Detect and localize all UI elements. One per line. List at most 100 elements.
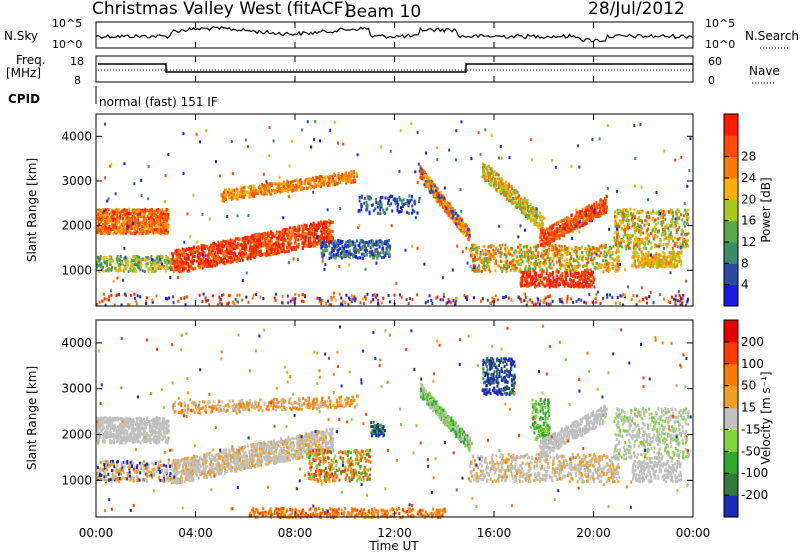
power-cell bbox=[481, 175, 484, 179]
power-cell bbox=[465, 224, 468, 228]
power-cell bbox=[228, 239, 230, 243]
power-cell bbox=[487, 264, 490, 268]
power-cell bbox=[275, 247, 278, 251]
power-cell bbox=[113, 223, 116, 227]
power-cell bbox=[478, 267, 481, 270]
power-cell bbox=[413, 210, 416, 214]
power-cell bbox=[576, 216, 579, 220]
power-cell bbox=[609, 254, 612, 258]
power-cell bbox=[513, 200, 515, 204]
power-cell bbox=[120, 261, 123, 265]
power-cell bbox=[191, 259, 194, 263]
power-cell bbox=[141, 208, 144, 212]
power-cell bbox=[339, 247, 342, 250]
power-cell bbox=[586, 285, 589, 289]
power-cell bbox=[321, 248, 324, 252]
power-cell bbox=[407, 203, 410, 207]
power-cell bbox=[293, 228, 295, 232]
power-cell bbox=[501, 243, 504, 247]
power-cell bbox=[309, 241, 312, 245]
power-cell bbox=[471, 268, 474, 272]
power-cell bbox=[109, 230, 112, 234]
power-cell bbox=[154, 221, 157, 225]
power-cell bbox=[106, 215, 109, 219]
power-cell bbox=[343, 249, 346, 253]
power-cell bbox=[518, 250, 521, 254]
power-cell bbox=[101, 219, 104, 223]
power-cell bbox=[512, 259, 515, 262]
power-cell bbox=[368, 212, 371, 216]
power-cell bbox=[410, 198, 413, 202]
power-cell bbox=[332, 173, 335, 177]
power-cell bbox=[98, 259, 101, 263]
power-cell bbox=[532, 267, 534, 271]
power-cell bbox=[460, 220, 463, 224]
power-cell bbox=[445, 207, 448, 210]
power-cell bbox=[306, 234, 309, 238]
power-cell bbox=[263, 241, 265, 245]
power-cell bbox=[476, 258, 479, 262]
power-cell bbox=[573, 265, 576, 269]
power-cell bbox=[287, 188, 290, 192]
power-cell bbox=[155, 208, 158, 212]
power-cell bbox=[535, 262, 538, 266]
power-cell bbox=[274, 190, 277, 194]
power-cell bbox=[294, 179, 297, 183]
power-cell bbox=[538, 264, 541, 268]
power-cell bbox=[119, 226, 122, 230]
power-cell bbox=[555, 260, 558, 264]
power-cell bbox=[476, 266, 479, 270]
power-cell bbox=[147, 267, 150, 271]
power-cell bbox=[429, 188, 432, 191]
power-cell bbox=[162, 225, 165, 229]
power-cell bbox=[397, 203, 400, 207]
power-cell bbox=[190, 266, 193, 270]
power-cell bbox=[144, 263, 147, 267]
power-cell bbox=[477, 264, 480, 268]
power-cell bbox=[162, 223, 165, 227]
power-cell bbox=[248, 191, 251, 195]
power-cell bbox=[296, 180, 299, 184]
power-cell bbox=[545, 267, 548, 271]
power-cell bbox=[552, 253, 555, 257]
power-cell bbox=[425, 181, 428, 185]
power-cell bbox=[229, 243, 231, 247]
power-cell bbox=[470, 264, 473, 268]
power-cell bbox=[360, 195, 363, 199]
power-cell bbox=[136, 210, 139, 214]
power-cell bbox=[558, 263, 561, 266]
power-cell bbox=[556, 274, 559, 278]
power-cell bbox=[357, 248, 360, 252]
power-cell bbox=[532, 262, 535, 266]
power-cell bbox=[382, 251, 385, 255]
power-cell bbox=[152, 230, 155, 234]
power-cell bbox=[596, 248, 599, 252]
power-cell bbox=[134, 225, 136, 229]
power-cell bbox=[160, 212, 163, 216]
power-cell bbox=[587, 255, 590, 259]
power-cell bbox=[211, 264, 214, 268]
power-cell bbox=[197, 256, 200, 260]
power-cell bbox=[583, 273, 586, 276]
power-cell bbox=[328, 238, 331, 242]
power-cell bbox=[312, 244, 315, 248]
power-cell bbox=[253, 253, 256, 257]
power-cell bbox=[137, 264, 140, 268]
power-cell bbox=[198, 251, 201, 255]
power-cell bbox=[129, 231, 132, 235]
power-cell bbox=[519, 267, 522, 271]
power-cell bbox=[185, 262, 188, 266]
power-cell bbox=[352, 255, 355, 259]
power-cell bbox=[406, 210, 409, 214]
power-cell bbox=[294, 241, 297, 245]
power-cell bbox=[483, 261, 486, 264]
power-cell bbox=[167, 260, 170, 264]
power-cell bbox=[282, 234, 285, 238]
power-cell bbox=[420, 167, 423, 171]
power-cell bbox=[221, 249, 224, 252]
power-cell bbox=[458, 215, 461, 219]
power-cell bbox=[593, 256, 596, 260]
power-cell bbox=[102, 229, 105, 233]
power-cell bbox=[559, 220, 562, 223]
